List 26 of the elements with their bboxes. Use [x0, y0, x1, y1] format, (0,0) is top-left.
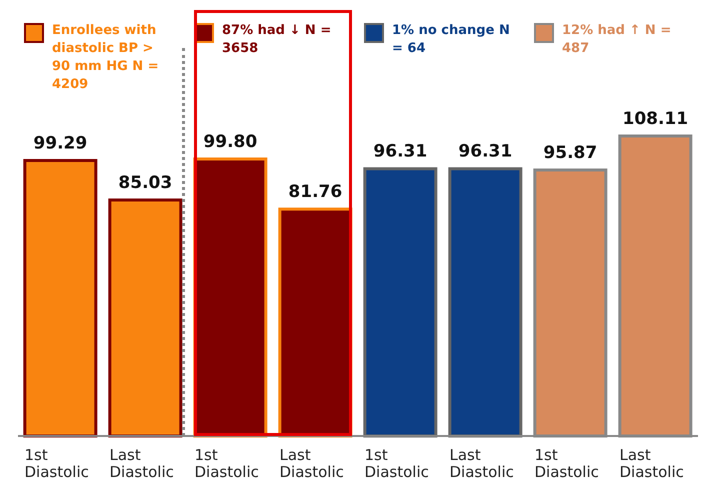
bar: [363, 167, 438, 438]
bar: [448, 167, 522, 438]
x-tick-label: Last Diastolic: [280, 446, 344, 481]
legend-label: Enrollees with diastolic BP > 90 mm HG N = 4209: [52, 22, 160, 94]
legend-label: 87% had ↓ N = 3658: [222, 22, 332, 58]
data-label: 95.87: [543, 142, 598, 163]
x-tick-label: Last Diastolic: [620, 446, 684, 481]
data-label: 108.11: [622, 109, 688, 129]
data-label: 96.31: [373, 142, 428, 162]
bar: [23, 158, 98, 438]
data-label: 99.29: [33, 133, 88, 154]
bar: [278, 208, 352, 438]
x-tick-label: 1st Diastolic: [534, 446, 599, 481]
bar: [108, 198, 182, 438]
data-label: 81.76: [288, 182, 342, 202]
bar: [193, 158, 268, 438]
data-label: 85.03: [118, 173, 172, 194]
x-tick-label: 1st Diastolic: [364, 446, 429, 481]
x-tick-label: 1st Diastolic: [24, 446, 89, 481]
data-label: 96.31: [458, 142, 512, 162]
legend-label: 1% no change N = 64: [392, 22, 511, 58]
x-tick-label: Last Diastolic: [450, 446, 514, 481]
x-tick-label: 1st Diastolic: [194, 446, 259, 481]
x-tick-label: Last Diastolic: [110, 446, 174, 481]
legend-label: 12% had ↑ N = 487: [562, 22, 672, 58]
data-label: 99.80: [203, 132, 258, 152]
